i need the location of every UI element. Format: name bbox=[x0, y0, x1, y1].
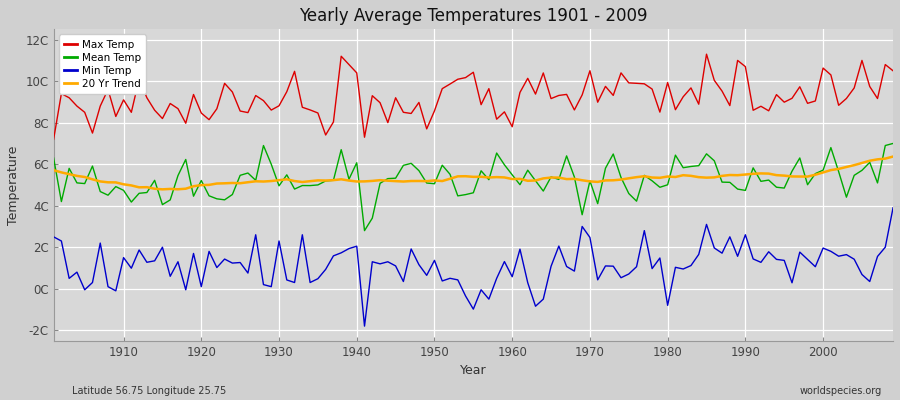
Y-axis label: Temperature: Temperature bbox=[7, 145, 20, 225]
Title: Yearly Average Temperatures 1901 - 2009: Yearly Average Temperatures 1901 - 2009 bbox=[299, 7, 648, 25]
Text: worldspecies.org: worldspecies.org bbox=[800, 386, 882, 396]
Legend: Max Temp, Mean Temp, Min Temp, 20 Yr Trend: Max Temp, Mean Temp, Min Temp, 20 Yr Tre… bbox=[58, 34, 146, 94]
Text: Latitude 56.75 Longitude 25.75: Latitude 56.75 Longitude 25.75 bbox=[72, 386, 226, 396]
X-axis label: Year: Year bbox=[460, 364, 487, 377]
